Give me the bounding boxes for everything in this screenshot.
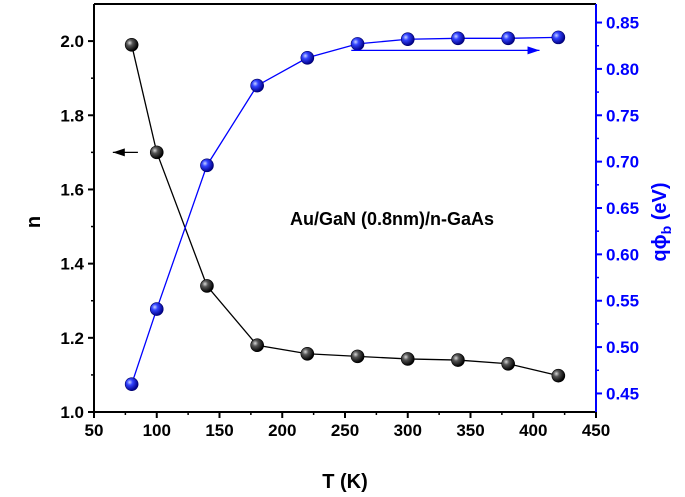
marker-layer [124, 30, 566, 391]
right-axis-title-subscript: b [658, 226, 674, 235]
left-tick-label: 1.8 [60, 106, 84, 125]
right-axis-title: qϕb (eV) [649, 182, 674, 261]
data-point-left [124, 37, 139, 52]
left-tick-label: 1.4 [60, 255, 84, 274]
left-axis-ticks: 1.0 1.2 1.4 1.6 1.8 2.0 [60, 32, 94, 422]
left-tick-label: 1.6 [60, 180, 84, 199]
data-point-right [501, 31, 515, 46]
right-tick-label: 0.45 [606, 384, 639, 403]
data-point-right [250, 78, 264, 93]
data-point-left [149, 145, 164, 160]
data-point-right [124, 377, 139, 391]
data-point-right [551, 30, 566, 45]
data-point-left [200, 279, 214, 293]
arrow-layer [112, 46, 540, 157]
series-line-left [131, 44, 559, 377]
left-tick-label: 1.2 [60, 329, 84, 348]
x-tick-label: 150 [205, 421, 233, 440]
x-tick-label: 100 [143, 421, 171, 440]
x-tick-label: 350 [456, 421, 484, 440]
data-point-left [501, 356, 515, 371]
data-point-right [400, 32, 415, 47]
x-tick-label: 250 [331, 421, 359, 440]
data-point-right [451, 31, 465, 46]
x-axis-title: T (K) [322, 471, 368, 493]
x-tick-label: 300 [394, 421, 422, 440]
series-layer [131, 36, 559, 385]
data-point-left [350, 349, 365, 364]
axis-arrow-head-right [527, 46, 540, 55]
right-tick-label: 0.70 [606, 153, 639, 172]
right-axis-title-prefix: qϕ [649, 234, 671, 261]
x-tick-label: 400 [519, 421, 547, 440]
data-point-left [551, 368, 566, 383]
data-point-left [250, 338, 264, 353]
data-point-right [149, 302, 164, 316]
right-tick-label: 0.65 [606, 199, 639, 218]
data-point-right [300, 50, 315, 65]
left-tick-label: 2.0 [60, 32, 84, 51]
sample-annotation: Au/GaN (0.8nm)/n-GaAs [290, 209, 494, 229]
left-tick-label: 1.0 [60, 403, 84, 422]
right-tick-label: 0.85 [606, 14, 639, 33]
x-tick-label: 200 [268, 421, 296, 440]
right-tick-label: 0.60 [606, 245, 639, 264]
right-axis-ticks: 0.45 0.50 0.55 0.60 0.65 0.70 0.75 0.80 0.85 [596, 14, 639, 403]
left-axis-title: n [23, 216, 45, 228]
right-tick-label: 0.80 [606, 60, 639, 79]
data-point-left [400, 352, 415, 366]
x-tick-label: 450 [582, 421, 610, 440]
right-axis-title-suffix: (eV) [649, 182, 671, 225]
data-point-left [300, 346, 315, 361]
data-point-right [200, 158, 214, 173]
x-tick-label: 50 [85, 421, 104, 440]
right-tick-label: 0.75 [606, 106, 639, 125]
right-tick-label: 0.55 [606, 292, 639, 311]
x-axis-ticks: 50 100 150 200 250 300 350 400 450 [85, 412, 610, 440]
series-line-right [131, 36, 559, 385]
data-point-right [350, 37, 365, 51]
axis-arrow-head-left [112, 148, 125, 157]
right-tick-label: 0.50 [606, 338, 639, 357]
data-point-left [451, 353, 465, 367]
